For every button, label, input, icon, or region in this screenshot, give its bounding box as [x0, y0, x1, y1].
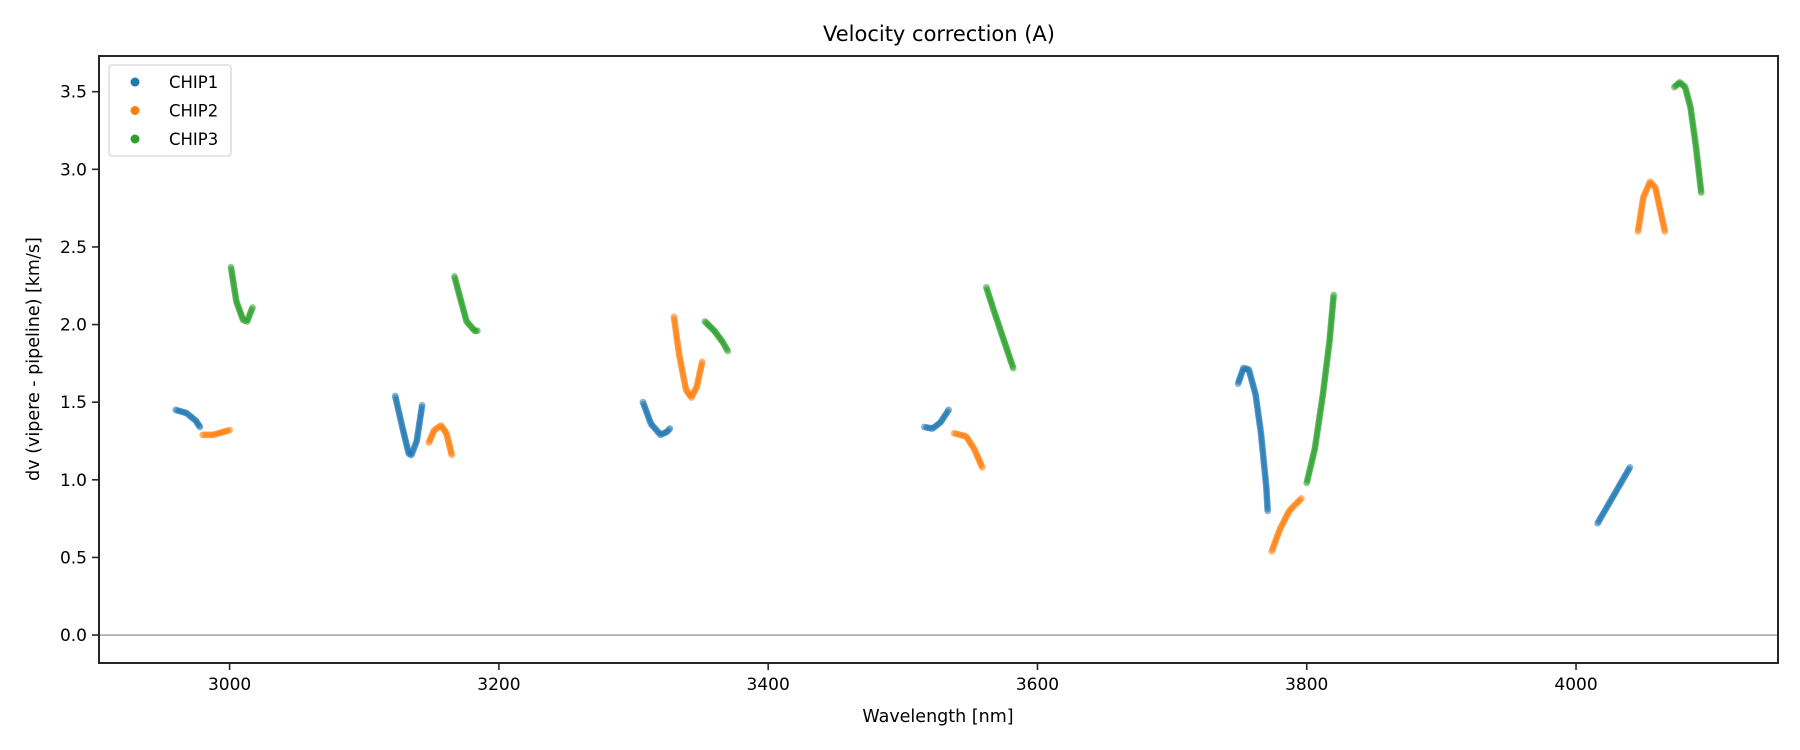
y-tick-label: 0.0 — [60, 626, 87, 646]
legend-item-chip3: CHIP3 — [130, 130, 218, 149]
x-tick-label: 3200 — [477, 675, 520, 695]
segment — [639, 398, 674, 439]
y-tick-label: 3.5 — [60, 83, 87, 103]
legend-box — [108, 64, 232, 157]
legend-marker-icon — [130, 106, 140, 115]
data-point — [724, 347, 732, 355]
y-tick-label: 1.5 — [60, 393, 87, 413]
data-point — [249, 304, 256, 311]
data-point — [1009, 364, 1017, 372]
data-point — [1697, 189, 1705, 197]
data-point — [448, 451, 456, 459]
segment — [199, 426, 234, 439]
y-tick-label: 0.5 — [60, 548, 87, 568]
y-tick-label: 2.5 — [60, 238, 87, 258]
segment — [1594, 463, 1634, 527]
x-tick-label: 3400 — [747, 675, 790, 695]
y-tick-label: 2.0 — [60, 316, 87, 336]
data-point — [698, 358, 706, 366]
series-chip3 — [227, 78, 1705, 487]
data-point — [1264, 507, 1272, 515]
segment — [227, 263, 256, 325]
data-point — [226, 426, 234, 434]
x-tick-label: 4000 — [1554, 675, 1597, 695]
chart-title: Velocity correction (A) — [823, 22, 1055, 46]
segment — [391, 392, 426, 459]
y-axis: 0.0 0.5 1.0 1.5 2.0 2.5 3.0 3.5 — [60, 83, 99, 646]
legend-marker-icon — [130, 134, 140, 144]
data-point — [196, 423, 204, 431]
data-point — [1297, 495, 1305, 502]
legend: CHIP1 CHIP2 CHIP3 — [108, 64, 232, 157]
segment — [1670, 78, 1705, 197]
data-markers — [172, 78, 1705, 555]
segment — [425, 422, 456, 459]
data-point — [1330, 291, 1338, 299]
data-point — [945, 406, 952, 414]
legend-label: CHIP3 — [169, 130, 218, 149]
x-tick-label: 3000 — [208, 675, 251, 695]
segment — [950, 429, 986, 471]
legend-marker-icon — [130, 77, 140, 87]
x-axis-label: Wavelength [nm] — [862, 707, 1013, 727]
y-axis-label: dv (vipere - pipeline) [km/s] — [24, 237, 44, 481]
segment — [1234, 364, 1272, 515]
series-chip2 — [199, 178, 1669, 555]
data-point — [473, 327, 481, 335]
segment — [701, 318, 732, 355]
data-point — [1626, 463, 1634, 471]
segment — [451, 273, 481, 335]
x-axis: 3000 3200 3400 3600 3800 4000 — [208, 663, 1598, 695]
x-tick-label: 3600 — [1016, 675, 1059, 695]
data-point — [978, 463, 986, 471]
segment — [172, 406, 204, 431]
data-point — [1661, 228, 1669, 235]
segment — [920, 406, 952, 432]
legend-label: CHIP1 — [169, 73, 218, 92]
segment — [982, 283, 1017, 372]
segment — [670, 313, 706, 401]
legend-item-chip1: CHIP1 — [130, 73, 218, 92]
series-chip1 — [172, 364, 1634, 527]
segment — [1303, 291, 1338, 487]
legend-label: CHIP2 — [169, 102, 218, 121]
axes-frame — [98, 55, 1779, 664]
legend-item-chip2: CHIP2 — [130, 102, 218, 121]
segment — [1634, 178, 1669, 235]
data-point — [418, 401, 426, 409]
x-tick-label: 3800 — [1285, 675, 1328, 695]
data-point — [666, 425, 674, 432]
y-tick-label: 1.0 — [60, 471, 87, 491]
y-tick-label: 3.0 — [60, 160, 87, 180]
segment — [1268, 495, 1305, 555]
